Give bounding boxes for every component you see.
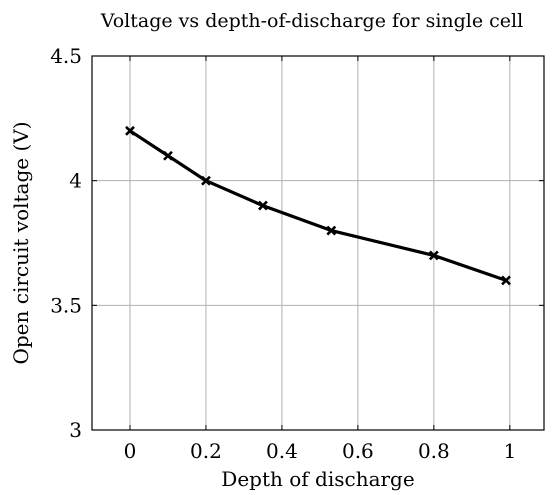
x-tick-label: 1 bbox=[503, 439, 516, 463]
x-axis-label: Depth of discharge bbox=[221, 467, 414, 491]
plot-frame bbox=[91, 55, 545, 431]
y-tick-label: 4.5 bbox=[50, 44, 82, 68]
x-tick-label: 0 bbox=[124, 439, 137, 463]
y-tick-label: 4 bbox=[69, 169, 82, 193]
data-point-marker bbox=[326, 225, 337, 236]
grid bbox=[92, 55, 544, 431]
data-point-marker bbox=[428, 250, 439, 261]
y-tick-label: 3.5 bbox=[50, 293, 82, 317]
x-tick-label: 0.4 bbox=[266, 439, 298, 463]
x-tick-label: 0.8 bbox=[418, 439, 450, 463]
series bbox=[125, 125, 511, 286]
series-line bbox=[129, 129, 507, 282]
data-point-marker bbox=[163, 150, 173, 161]
data-point-marker bbox=[258, 200, 268, 211]
data-point-marker bbox=[501, 275, 511, 286]
y-tick-label: 3 bbox=[69, 418, 82, 442]
x-tick-label: 0.2 bbox=[190, 439, 222, 463]
tick-labels: 0 0.2 0.4 0.6 0.8 1 3 3.5 4 4.5 bbox=[50, 44, 516, 463]
chart-title: Voltage vs depth-of-discharge for single… bbox=[100, 10, 523, 32]
y-axis-label: Open circuit voltage (V) bbox=[9, 121, 33, 364]
x-tick-label: 0.6 bbox=[342, 439, 374, 463]
data-point-marker bbox=[125, 125, 135, 136]
axis-ticks bbox=[92, 55, 544, 431]
data-point-marker bbox=[201, 175, 211, 186]
